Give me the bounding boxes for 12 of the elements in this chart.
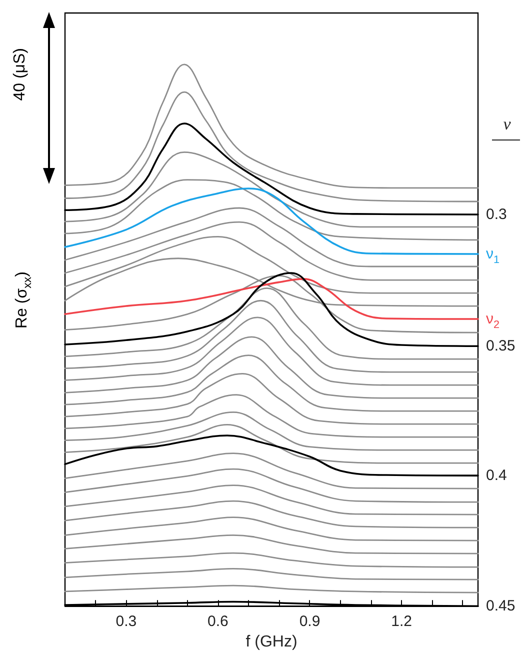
series-label: 0.4 — [486, 467, 507, 484]
x-axis-title: f (GHz) — [246, 634, 298, 650]
y-axis-title: Re (σxx) — [14, 272, 34, 328]
x-tick-label: 1.2 — [391, 613, 412, 630]
series-label: 0.45 — [486, 598, 516, 615]
series-label: 0.35 — [486, 338, 516, 355]
x-tick-label: 0.6 — [208, 613, 228, 630]
x-tick-label: 0.3 — [116, 613, 137, 630]
legend-title: ν — [503, 114, 512, 134]
series-label: 0.3 — [486, 206, 507, 223]
text: 40 (μS) — [12, 48, 28, 101]
x-tick-label: 0.9 — [299, 613, 320, 630]
